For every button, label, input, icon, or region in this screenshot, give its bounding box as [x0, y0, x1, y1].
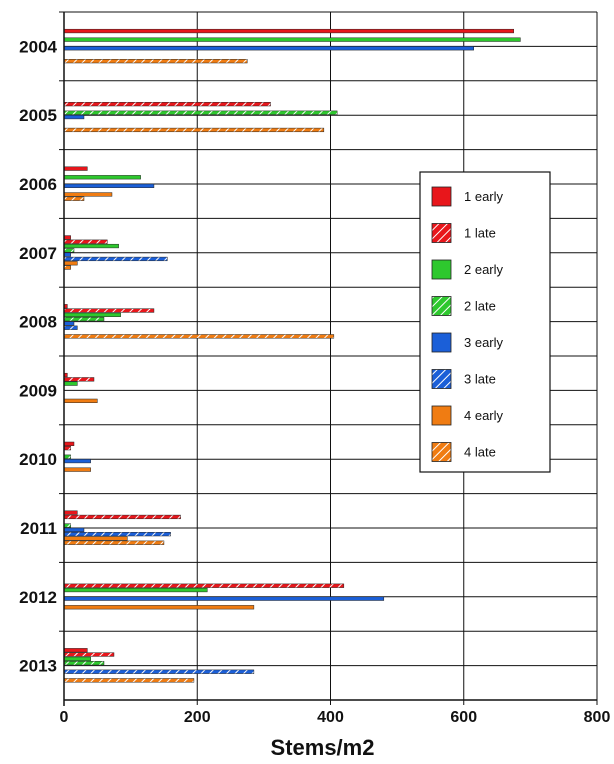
- bar-2006-4-late: [63, 196, 85, 201]
- x-tick-label: 400: [317, 709, 344, 726]
- bar-2005-4-late: [63, 127, 325, 133]
- bar-2012-1-late: [63, 583, 345, 588]
- bar-2009-2-early: [63, 381, 78, 386]
- legend-label: 4 late: [464, 445, 496, 460]
- bar-2006-2-early: [63, 175, 141, 180]
- y-tick-label: 2013: [19, 657, 57, 676]
- axes: 2004 2005 2006 2007 2008 2009 2010 2011 2012 2013…: [19, 11, 611, 760]
- bar-2013-4-late: [63, 678, 195, 683]
- bar-2011-2-late: [63, 523, 71, 528]
- bar-2013-2-late: [63, 661, 105, 666]
- bar-2007-3-late: [63, 256, 168, 262]
- bar-2010-1-late: [63, 446, 71, 451]
- bars: [63, 28, 521, 683]
- bar-2004-1-early: [63, 28, 514, 34]
- legend-swatch: [431, 442, 452, 462]
- legend-swatch: [431, 186, 452, 207]
- bar-2011-1-early: [63, 510, 78, 515]
- bar-2013-1-early: [63, 648, 88, 653]
- bar-2012-2-early: [63, 587, 208, 593]
- bar-2005-1-late: [63, 102, 271, 107]
- legend-label: 2 late: [464, 299, 496, 314]
- legend-swatch: [431, 259, 452, 280]
- y-tick-label: 2007: [19, 244, 57, 263]
- bar-2007-4-late: [63, 265, 71, 270]
- bar-2005-3-early: [63, 114, 85, 120]
- legend-swatch: [431, 369, 452, 389]
- bar-2008-2-late: [63, 317, 105, 322]
- bar-2010-1-early: [63, 441, 75, 446]
- legend: 1 early 1 late 2 early 2 late 3 early 3 late 4…: [419, 171, 551, 473]
- bar-2006-3-early: [63, 183, 155, 188]
- x-axis-label: Stems/m2: [271, 735, 375, 760]
- bar-2008-1-late: [63, 308, 155, 313]
- bar-2007-1-late: [63, 239, 108, 244]
- bar-2007-1-early: [63, 235, 71, 240]
- legend-label: 1 late: [464, 226, 496, 241]
- bar-2009-1-late: [63, 377, 95, 382]
- bar-2004-4-late: [63, 59, 248, 64]
- legend-label: 1 early: [464, 189, 504, 204]
- y-tick-label: 2008: [19, 313, 57, 332]
- bar-2007-3-early: [63, 252, 71, 257]
- x-tick-label: 800: [584, 709, 611, 726]
- bar-2010-3-early: [63, 458, 91, 464]
- legend-label: 3 early: [464, 335, 504, 350]
- legend-label: 4 early: [464, 408, 504, 423]
- bar-2011-3-early: [63, 527, 85, 532]
- y-tick-label: 2004: [19, 37, 57, 56]
- bar-2013-3-late: [63, 669, 255, 674]
- bar-2012-4-early: [63, 605, 255, 610]
- bar-2009-4-early: [63, 398, 98, 403]
- y-tick-label: 2012: [19, 588, 57, 607]
- y-tick-label: 2009: [19, 381, 57, 400]
- legend-box: [419, 171, 551, 473]
- bar-2004-2-early: [63, 37, 521, 42]
- legend-label: 2 early: [464, 262, 504, 277]
- x-tick-label: 600: [450, 709, 477, 726]
- bar-2006-1-early: [63, 166, 88, 171]
- legend-swatch: [431, 332, 452, 353]
- bar-2005-2-late: [63, 110, 338, 115]
- legend-swatch: [431, 405, 452, 426]
- y-tick-label: 2010: [19, 450, 57, 469]
- bar-2013-2-early: [63, 656, 91, 661]
- bar-2013-1-late: [63, 652, 115, 657]
- bar-2007-2-early: [63, 243, 119, 249]
- legend-swatch: [431, 223, 452, 243]
- bar-2004-3-early: [63, 46, 474, 51]
- legend-swatch: [431, 296, 452, 316]
- legend-label: 3 late: [464, 372, 496, 387]
- bar-2007-2-late: [63, 248, 75, 253]
- bar-2008-2-early: [63, 312, 121, 317]
- x-tick-label: 200: [184, 709, 211, 726]
- bar-2011-1-late: [63, 514, 181, 520]
- y-tick-label: 2011: [20, 519, 57, 538]
- bar-2008-3-late: [63, 325, 78, 330]
- bar-2011-4-late: [63, 540, 165, 545]
- bar-2006-4-early: [63, 192, 113, 197]
- bar-2010-2-late: [63, 454, 71, 459]
- y-tick-label: 2005: [19, 106, 57, 125]
- bar-2012-3-early: [63, 596, 385, 601]
- bar-2010-4-early: [63, 467, 91, 472]
- x-tick-label: 0: [60, 709, 69, 726]
- bar-2008-3-early: [63, 321, 75, 326]
- bar-2007-4-early: [63, 261, 78, 266]
- bar-2011-3-late: [63, 532, 171, 537]
- bar-2011-4-early: [63, 536, 128, 541]
- y-tick-label: 2006: [19, 175, 57, 194]
- bar-2008-4-late: [63, 334, 335, 339]
